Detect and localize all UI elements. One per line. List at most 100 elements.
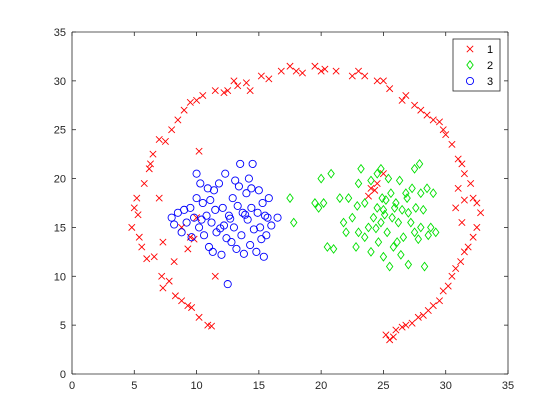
data-point-stroke	[439, 287, 447, 295]
data-point	[398, 204, 406, 215]
data-point	[199, 91, 207, 100]
data-point-stroke	[354, 67, 363, 75]
data-point	[339, 217, 348, 228]
data-point	[257, 235, 266, 244]
data-point-stroke	[168, 126, 176, 134]
data-point-stroke	[155, 135, 163, 144]
data-point	[193, 214, 201, 222]
data-point	[311, 62, 319, 70]
data-point	[372, 223, 380, 234]
data-point-stroke	[145, 165, 153, 173]
x-tick-label: 0	[69, 380, 75, 392]
data-point	[387, 188, 395, 199]
data-point	[367, 246, 375, 257]
data-point	[149, 150, 157, 158]
data-point	[195, 313, 203, 321]
y-tick-label: 0	[60, 369, 66, 381]
data-point-stroke	[439, 126, 447, 134]
data-point-stroke	[193, 96, 201, 104]
data-point-stroke	[311, 62, 319, 70]
data-point	[198, 198, 207, 208]
data-point	[230, 77, 238, 85]
data-point	[209, 186, 219, 195]
data-point-stroke	[195, 313, 203, 321]
x-tick-label: 25	[377, 380, 389, 392]
data-point	[323, 242, 332, 252]
data-point	[395, 175, 404, 186]
data-point	[192, 169, 201, 178]
data-point	[361, 198, 369, 208]
data-point	[371, 186, 379, 194]
data-point-stroke	[452, 204, 460, 212]
data-point	[361, 232, 369, 243]
data-point	[414, 234, 423, 245]
data-point-stroke	[158, 272, 166, 280]
data-point	[458, 219, 466, 227]
data-point	[261, 211, 270, 220]
data-point	[415, 158, 424, 169]
data-point	[319, 198, 328, 208]
data-point	[369, 212, 378, 223]
data-point-stroke	[230, 77, 238, 85]
data-point	[241, 210, 250, 219]
data-point	[380, 209, 389, 220]
data-point	[394, 217, 403, 228]
data-point	[404, 207, 413, 218]
data-point	[258, 198, 267, 208]
data-point	[417, 106, 425, 114]
data-point	[206, 196, 215, 205]
data-point	[193, 96, 201, 104]
data-point	[427, 222, 435, 233]
data-point	[327, 168, 335, 179]
data-point	[286, 193, 294, 204]
data-point	[229, 223, 238, 232]
data-point	[419, 311, 427, 319]
data-point	[393, 237, 401, 248]
data-point	[292, 67, 300, 75]
data-point-stroke	[292, 67, 300, 75]
data-point	[385, 261, 394, 272]
data-point-stroke	[402, 91, 410, 100]
data-point	[352, 242, 360, 252]
data-point	[159, 284, 167, 292]
data-point	[248, 159, 257, 168]
data-point	[234, 82, 242, 90]
data-point-stroke	[373, 179, 381, 187]
x-tick-label: 5	[131, 380, 137, 392]
data-point	[232, 244, 241, 253]
data-point	[314, 202, 323, 213]
data-point-stroke	[371, 186, 379, 194]
data-point	[373, 168, 381, 179]
data-point-stroke	[452, 264, 460, 272]
data-point	[161, 137, 169, 145]
data-point	[168, 126, 176, 134]
legend: 1 2 3	[452, 38, 501, 92]
data-point	[211, 272, 219, 280]
data-point-stroke	[454, 155, 462, 163]
data-point	[414, 313, 422, 321]
data-point-stroke	[448, 140, 456, 148]
data-point	[435, 297, 444, 305]
data-point-stroke	[138, 243, 146, 251]
data-point	[138, 243, 146, 251]
data-point-stroke	[211, 272, 219, 280]
data-point-stroke	[379, 77, 387, 85]
data-point	[238, 208, 247, 217]
data-point	[379, 77, 387, 85]
data-point-stroke	[442, 131, 450, 139]
data-point-stroke	[128, 223, 136, 231]
data-point	[195, 223, 204, 232]
data-point	[262, 231, 271, 240]
data-point-stroke	[457, 258, 465, 266]
data-point	[364, 222, 373, 233]
data-point-stroke	[150, 253, 158, 261]
data-point	[373, 179, 381, 187]
plot-area	[72, 32, 508, 374]
data-point-stroke	[435, 297, 444, 305]
data-point	[348, 212, 356, 223]
data-point	[158, 272, 166, 280]
legend-marker	[466, 60, 474, 70]
legend-label: 3	[487, 76, 493, 88]
data-point-stroke	[414, 313, 422, 321]
data-point	[190, 213, 199, 222]
